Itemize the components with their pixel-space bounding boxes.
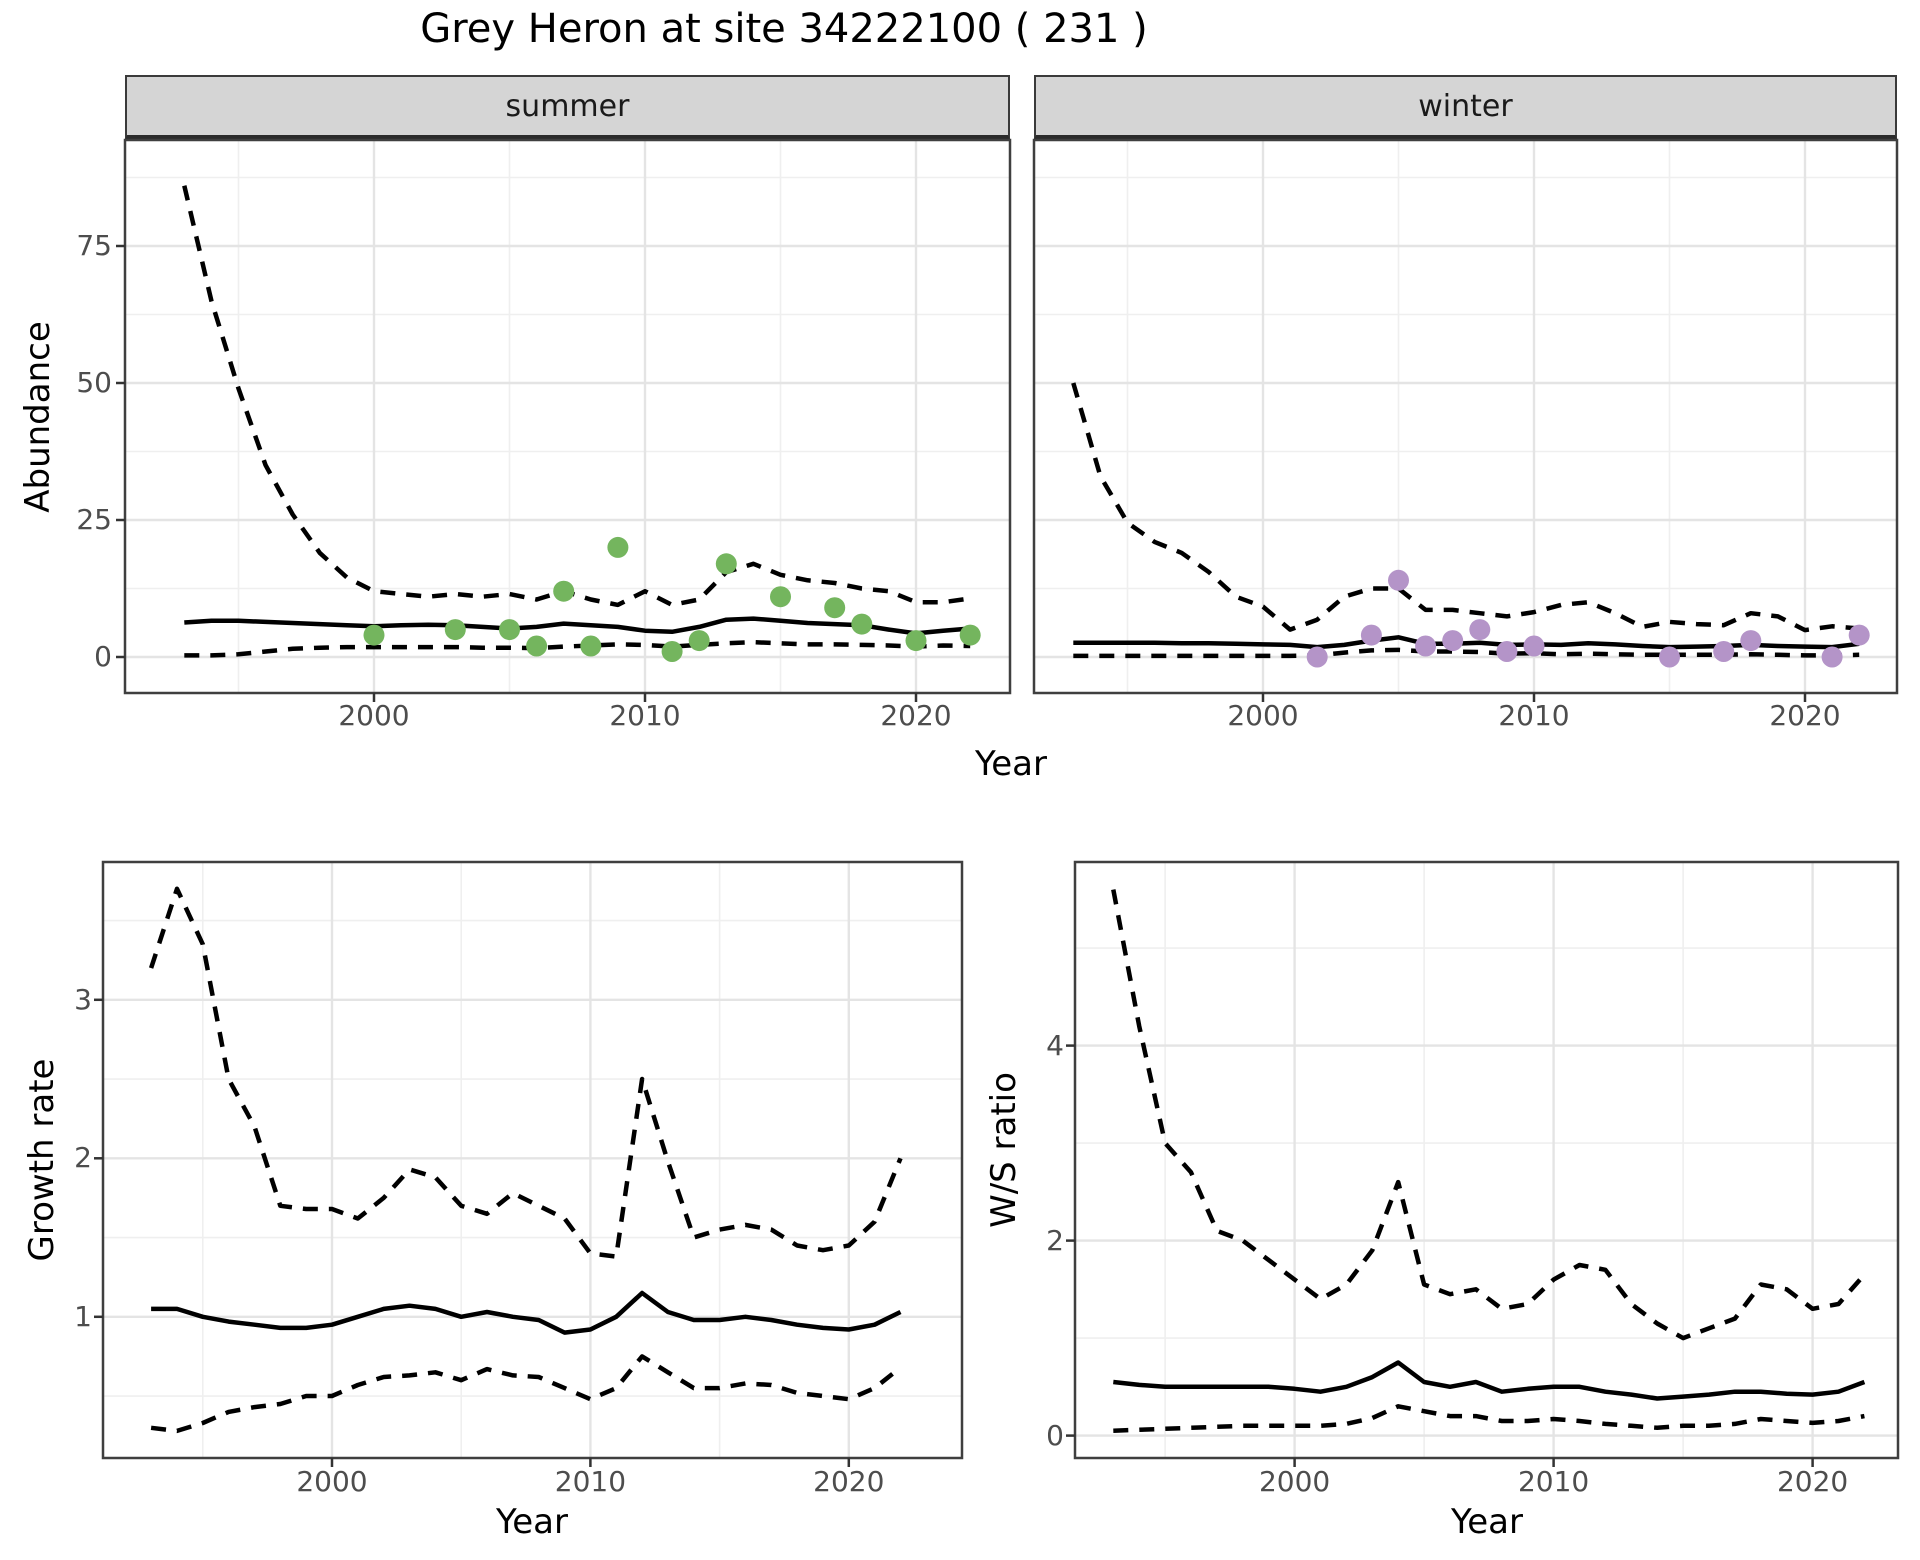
facet-strip-winter-label: winter [1418,88,1513,124]
ws-ratio-y-tick-label: 2 [1046,1223,1064,1257]
abundance-summer-observed-abundance-point [526,635,548,657]
x-axis-title-year-top: Year [975,744,1047,784]
abundance-winter-x-tick-label: 2020 [1769,699,1841,732]
abundance-winter-observed-abundance-point [1659,646,1680,668]
ws-ratio-y-tick-label: 0 [1046,1418,1064,1452]
plot-title: Grey Heron at site 34222100 ( 231 ) [420,6,1148,52]
abundance-winter-observed-abundance-point [1523,635,1545,657]
growth-rate-x-tick-label: 2020 [813,1465,885,1498]
abundance-summer-observed-abundance-point [553,580,575,602]
abundance-summer-observed-abundance-point [959,624,981,646]
growth-rate-upper-95-ci-line [148,886,903,1259]
x-axis-title-year-ws: Year [1451,1502,1523,1542]
growth-rate-y-tick-label: 2 [74,1141,92,1175]
abundance-summer-observed-abundance-point [715,553,737,575]
abundance-winter-observed-abundance-point [1821,646,1843,668]
growth-rate-x-tick-label: 2000 [296,1465,368,1498]
abundance-summer-y-tick-label: 50 [76,366,112,399]
growth-rate-y-tick-label: 3 [74,982,92,1016]
ws-ratio-x-tick-label: 2000 [1258,1465,1331,1498]
abundance-summer-observed-abundance-point [824,597,846,619]
ws-ratio-upper-95-ci-line [1111,889,1867,1341]
abundance-summer-observed-abundance-point [580,635,602,657]
panel-abundance-winter [1032,138,1899,702]
abundance-winter-observed-abundance-point [1360,624,1382,646]
y-axis-title-ws-ratio: W/S ratio [984,1072,1024,1228]
abundance-winter-observed-abundance-point [1388,569,1409,591]
abundance-summer-observed-abundance-point [770,586,791,608]
abundance-summer-observed-abundance-point [905,630,927,652]
ws-ratio-x-tick-label: 2010 [1517,1465,1590,1498]
abundance-summer-lower-95-ci-line [184,639,971,658]
abundance-winter-observed-abundance-point [1740,630,1762,652]
abundance-summer-x-tick-label: 2010 [609,699,681,732]
abundance-summer-median-estimate-line [184,616,971,636]
facet-strip-winter: winter [1034,75,1897,140]
panel-abundance-summer [116,138,1012,702]
x-axis-title-year-growth: Year [496,1502,568,1542]
abundance-summer-x-tick-label: 2000 [338,699,410,732]
abundance-summer-observed-abundance-point [499,619,520,641]
growth-rate-y-tick-label: 1 [74,1299,92,1333]
facet-strip-summer-label: summer [505,88,630,124]
panel-growth-rate [94,860,964,1467]
abundance-winter-observed-abundance-point [1469,619,1491,641]
facet-strip-summer: summer [125,75,1010,140]
abundance-winter-x-tick-label: 2010 [1498,699,1570,732]
abundance-summer-y-tick-label: 0 [94,640,112,673]
growth-rate-median-estimate-line [151,1290,902,1335]
abundance-winter-observed-abundance-point [1306,646,1328,668]
abundance-winter-upper-95-ci-line [1071,382,1860,633]
abundance-summer-observed-abundance-point [661,641,683,662]
abundance-summer-y-tick-label: 75 [76,229,112,262]
ws-ratio-median-estimate-line [1113,1360,1866,1401]
abundance-summer-observed-abundance-point [688,630,710,652]
abundance-summer-observed-abundance-point [363,624,385,646]
abundance-winter-observed-abundance-point [1415,635,1437,657]
ws-ratio-lower-95-ci-line [1113,1404,1865,1433]
abundance-summer-x-tick-label: 2020 [880,699,952,732]
abundance-summer-observed-abundance-point [851,613,873,635]
y-axis-title-abundance: Abundance [18,321,58,513]
abundance-winter-observed-abundance-point [1848,624,1870,646]
ws-ratio-y-tick-label: 4 [1046,1028,1064,1062]
abundance-summer-observed-abundance-point [444,619,466,641]
ws-ratio-x-tick-label: 2020 [1776,1465,1849,1498]
abundance-winter-x-tick-label: 2000 [1227,699,1299,732]
abundance-winter-observed-abundance-point [1713,641,1735,662]
growth-rate-x-tick-label: 2010 [554,1465,627,1498]
abundance-summer-observed-abundance-point [607,536,629,558]
abundance-summer-y-tick-label: 25 [76,503,112,536]
abundance-winter-observed-abundance-point [1496,641,1518,662]
panel-ws-ratio [1066,860,1900,1467]
abundance-winter-observed-abundance-point [1442,630,1464,652]
